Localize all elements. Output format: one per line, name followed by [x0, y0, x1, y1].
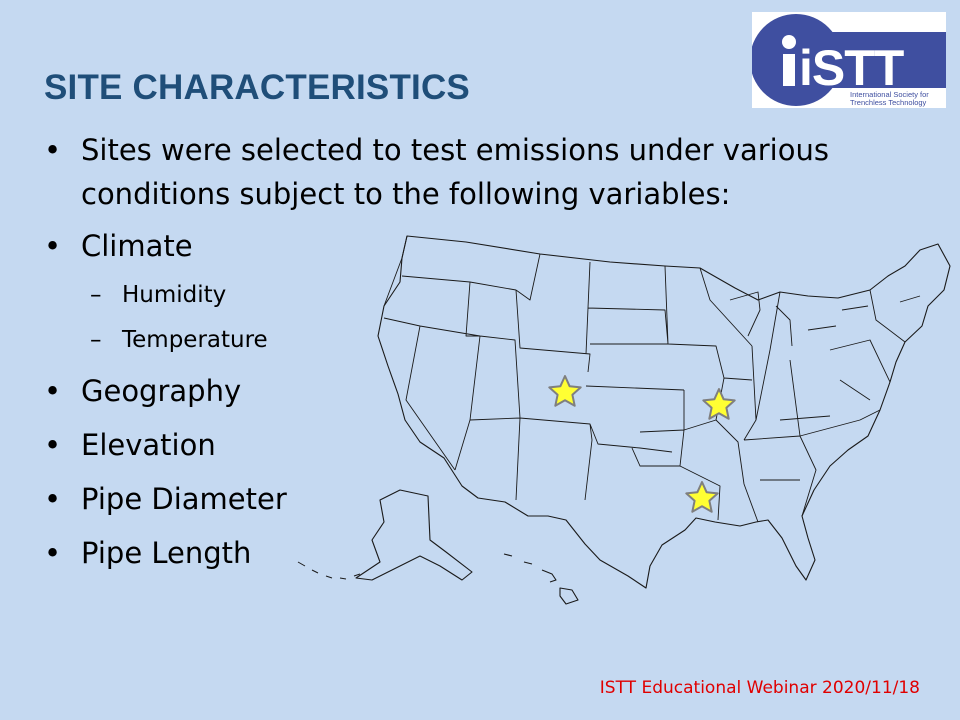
sub-bullet-text: Humidity [122, 282, 227, 308]
bullet-item: • Climate [44, 224, 193, 268]
bullet-item: • Geography [44, 369, 242, 413]
site-star-louisiana [685, 481, 719, 513]
great-lakes [729, 291, 869, 347]
site-star-illinois [702, 388, 736, 420]
istt-logo-graphic: iSTT International Society for Trenchles… [752, 14, 946, 107]
logo-tagline-2: Trenchless Technology [850, 98, 927, 107]
sub-bullet-text: Temperature [122, 327, 268, 353]
bullet-dot-icon: • [44, 374, 62, 408]
bullet-text: Geography [81, 374, 242, 408]
us-states-map [297, 235, 951, 605]
aleutian-islands [297, 561, 361, 580]
bullet-dot-icon: • [44, 482, 62, 516]
bullet-text: Pipe Diameter [81, 482, 287, 516]
alaska-outline [355, 489, 473, 581]
istt-logo: iSTT International Society for Trenchles… [752, 12, 946, 108]
bullet-dot-icon: • [44, 133, 62, 167]
logo-mark: iSTT [799, 40, 904, 96]
footer-text: ISTT Educational Webinar 2020/11/18 [599, 678, 920, 698]
bullet-item: • Pipe Length [44, 531, 252, 575]
sub-bullet-dash-icon: – [90, 282, 102, 308]
bullet-text: Elevation [81, 428, 216, 462]
bullet-dot-icon: • [44, 229, 62, 263]
bullet-text: conditions subject to the following vari… [81, 177, 731, 211]
sub-bullet-item: – Humidity [90, 280, 227, 310]
bullet-text: Pipe Length [81, 536, 252, 570]
state-borders [383, 235, 921, 523]
bullet-dot-icon: • [44, 536, 62, 570]
sub-bullet-dash-icon: – [90, 327, 102, 353]
bullet-dot-icon: • [44, 428, 62, 462]
bullet-item: • Sites were selected to test emissions … [44, 128, 829, 172]
bullet-item: • Pipe Diameter [44, 477, 287, 521]
slide-title: SITE CHARACTERISTICS [44, 68, 470, 107]
hawaii-islands [503, 553, 579, 605]
logo-tagline-1: International Society for [850, 90, 929, 99]
site-star-colorado [548, 375, 582, 407]
site-markers [548, 375, 736, 513]
bullet-text: Climate [81, 229, 193, 263]
sub-bullet-item: – Temperature [90, 325, 268, 355]
bullet-text: Sites were selected to test emissions un… [81, 133, 829, 167]
bullet-item: • Elevation [44, 423, 216, 467]
us-outline [377, 235, 951, 589]
bullet-continuation: conditions subject to the following vari… [81, 172, 730, 216]
